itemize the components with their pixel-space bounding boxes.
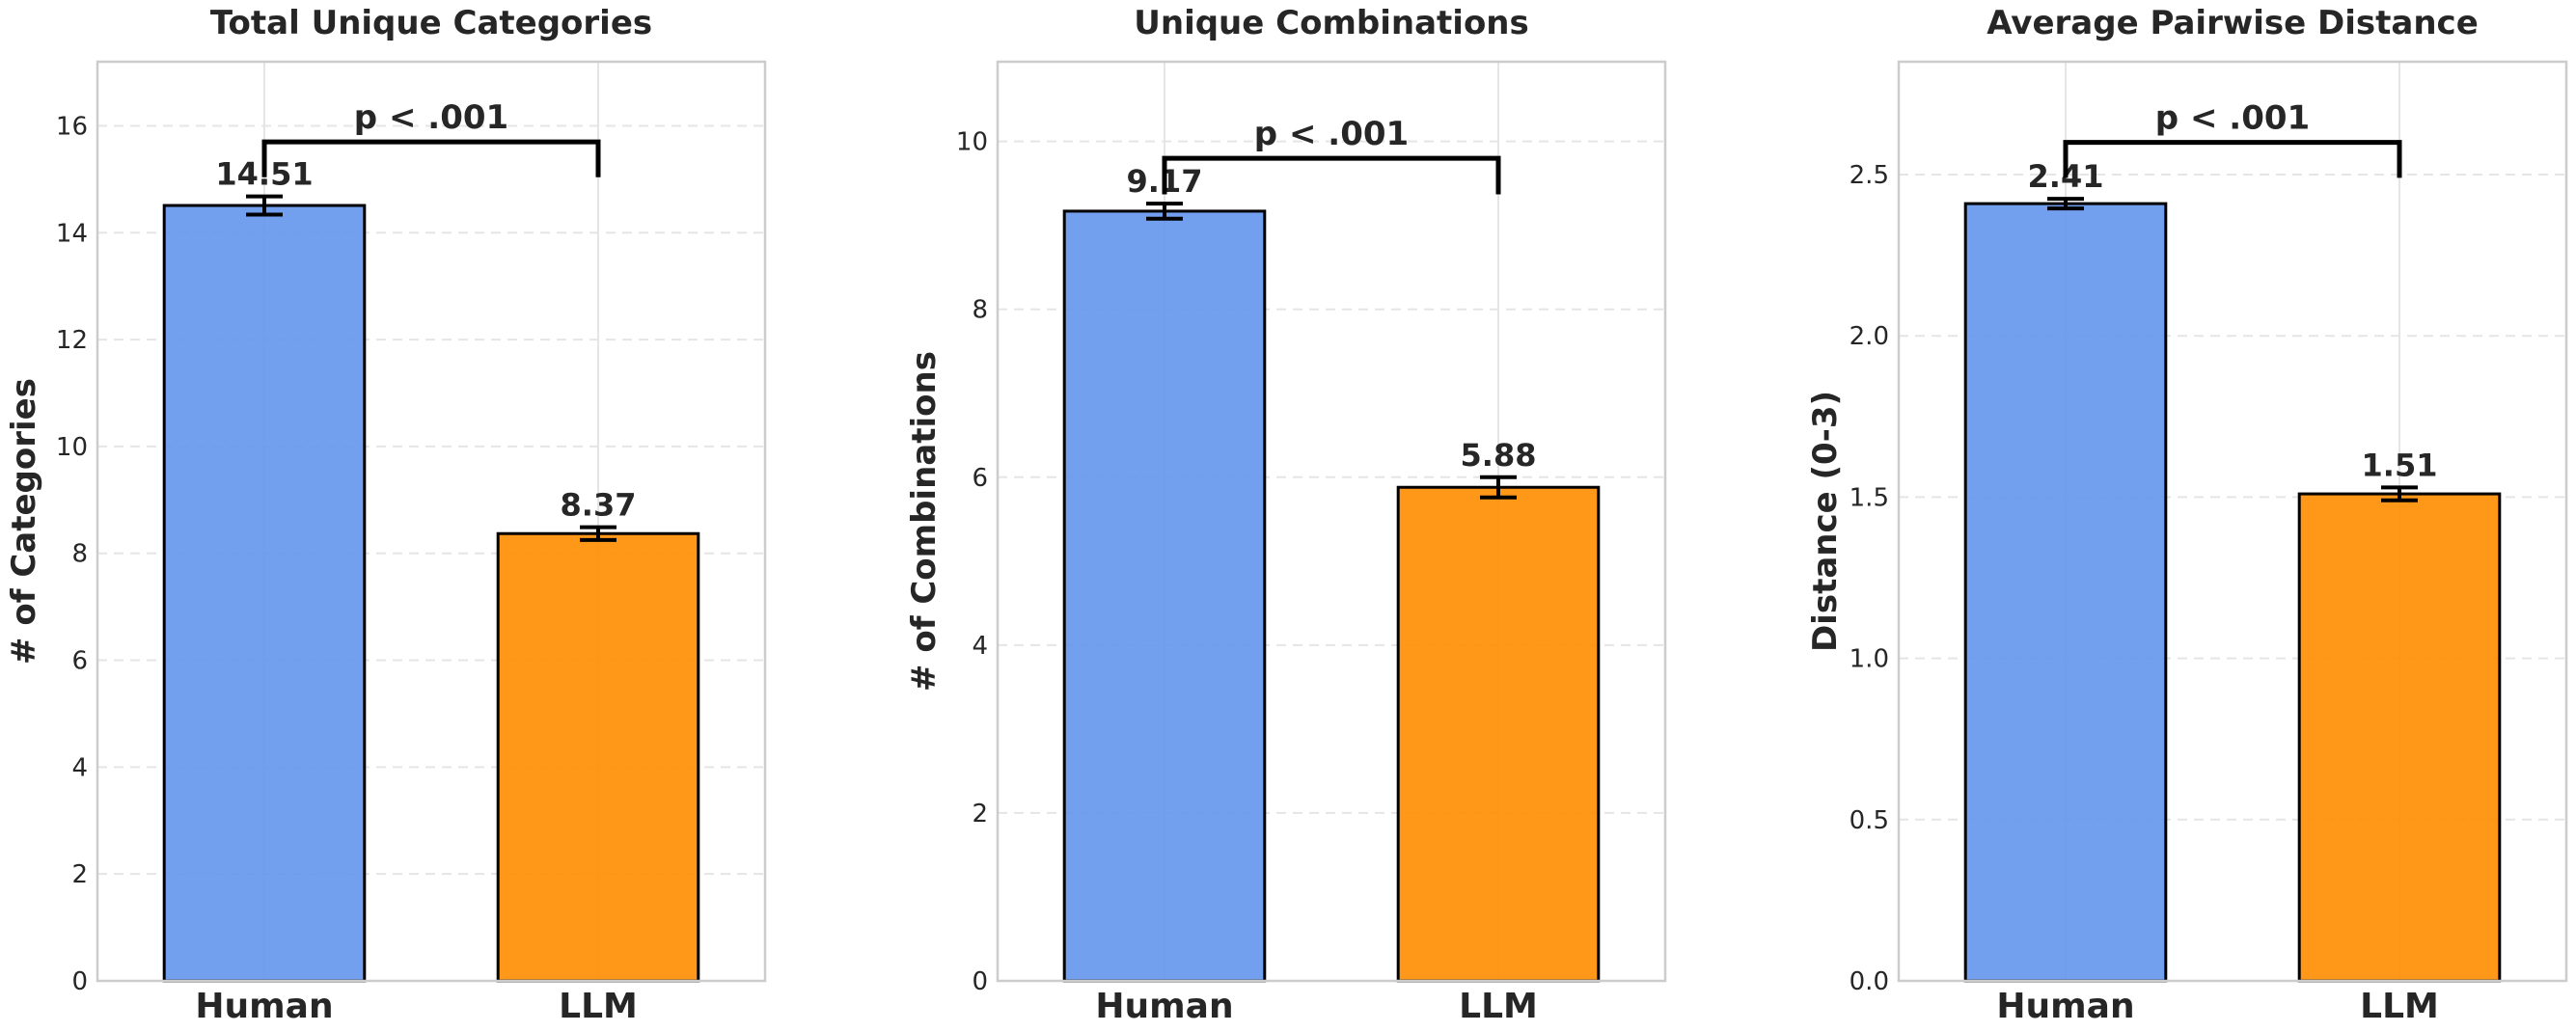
y-tick-label: 0 (972, 967, 988, 996)
axes-frame (96, 60, 767, 983)
x-tick-label: Human (1095, 987, 1233, 1026)
y-tick-label: 6 (972, 464, 988, 493)
y-tick-label: 8 (972, 296, 988, 325)
value-label-llm: 5.88 (1461, 437, 1537, 474)
bar-human (1963, 202, 2168, 983)
y-tick-label: 2 (972, 800, 988, 828)
y-tick-label: 16 (56, 112, 88, 141)
value-label-llm: 8.37 (561, 487, 637, 524)
y-tick-label: 1.5 (1850, 483, 1889, 512)
y-tick-label: 6 (71, 647, 88, 676)
x-tick-label: LLM (2360, 987, 2439, 1026)
y-tick-label: 8 (71, 540, 88, 569)
x-tick-label: LLM (559, 987, 638, 1026)
y-tick-label: 2 (71, 860, 88, 889)
bar-llm (1396, 485, 1601, 983)
y-tick-label: 0.5 (1850, 806, 1889, 835)
y-tick-label: 4 (972, 632, 988, 661)
error-bar-human (1146, 202, 1183, 221)
significance-bracket (261, 139, 601, 177)
x-tick-label: Human (195, 987, 333, 1026)
significance-label: p < .001 (354, 98, 508, 137)
y-axis-label: # of Categories (5, 378, 43, 665)
panel-title: Total Unique Categories (210, 4, 652, 42)
y-tick-label: 12 (56, 326, 88, 355)
bar-llm (2297, 492, 2502, 983)
y-tick-label: 14 (56, 219, 88, 248)
error-bar-human (246, 194, 283, 217)
y-tick-label: 2.5 (1850, 161, 1889, 190)
x-tick-label: Human (1996, 987, 2134, 1026)
y-tick-label: 4 (71, 753, 88, 782)
y-tick-label: 10 (56, 433, 88, 462)
error-bar-llm (580, 525, 617, 542)
y-tick-label: 1.0 (1850, 645, 1889, 674)
error-bar-llm (1480, 475, 1517, 500)
panel-title: Unique Combinations (1134, 4, 1529, 42)
axes-frame (996, 60, 1667, 983)
significance-label: p < .001 (2155, 99, 2310, 138)
error-bar-human (2047, 197, 2084, 211)
y-tick-label: 10 (956, 128, 988, 157)
bar-human (162, 204, 367, 983)
y-tick-label: 0 (71, 967, 88, 996)
value-label-llm: 1.51 (2362, 447, 2438, 483)
significance-label: p < .001 (1254, 115, 1409, 153)
y-axis-label: # of Combinations (905, 351, 944, 692)
bar-human (1062, 209, 1267, 983)
y-axis-label: Distance (0-3) (1806, 391, 1845, 652)
significance-bracket (1162, 155, 1501, 195)
axes-frame (1897, 60, 2568, 983)
bar-llm (496, 531, 700, 983)
significance-bracket (2063, 140, 2402, 178)
x-tick-label: LLM (1459, 987, 1538, 1026)
error-bar-llm (2381, 485, 2418, 502)
y-tick-label: 0.0 (1850, 967, 1889, 996)
panel-title: Average Pairwise Distance (1987, 4, 2479, 42)
y-tick-label: 2.0 (1850, 322, 1889, 351)
